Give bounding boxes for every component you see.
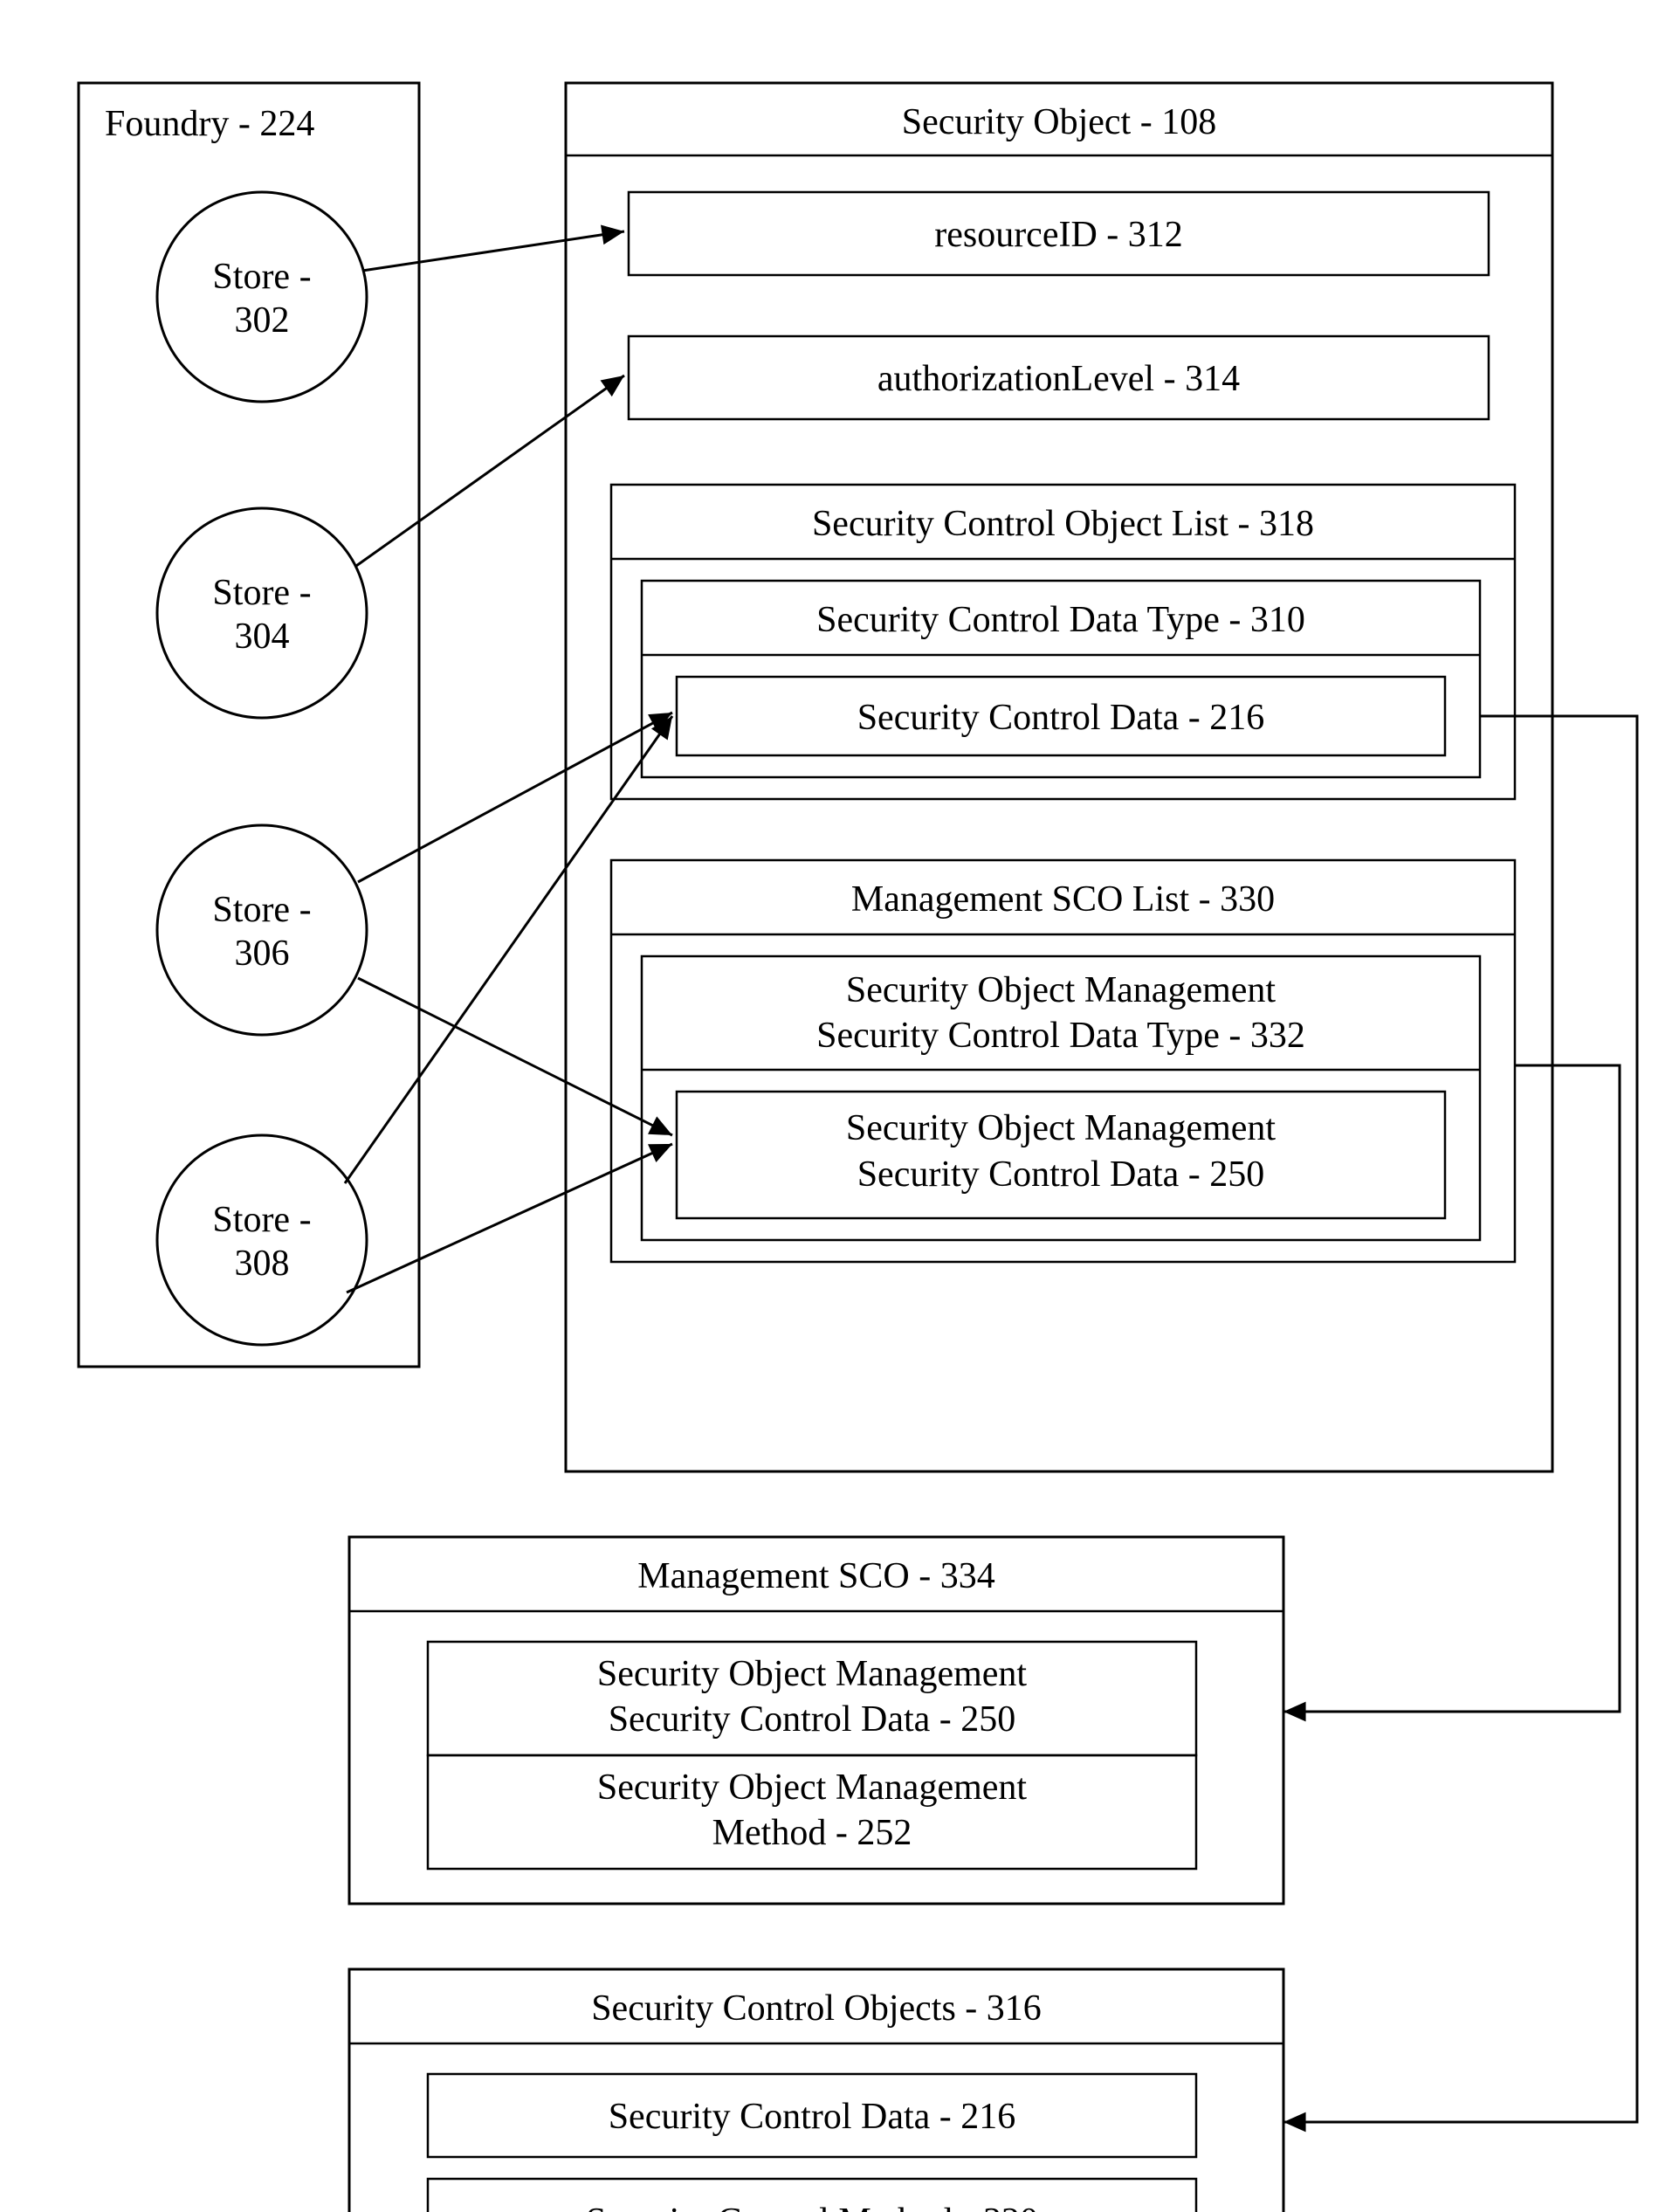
management-sco-cell1-l2: Security Control Data - 250 [609, 1699, 1016, 1740]
store-302-label2: 302 [235, 300, 290, 341]
store-306 [157, 825, 367, 1035]
store-302-label1: Store - [212, 257, 311, 297]
store-308-label1: Store - [212, 1200, 311, 1240]
scol-datatype-title: Security Control Data Type - 310 [816, 600, 1305, 640]
sco-title: Security Control Objects - 316 [591, 1988, 1042, 2029]
store-306-label1: Store - [212, 890, 311, 930]
resource-id-label: resourceID - 312 [934, 215, 1183, 255]
mscol-datatype-title2: Security Control Data Type - 332 [816, 1016, 1305, 1056]
scol-inner-label: Security Control Data - 216 [857, 698, 1265, 738]
store-304-label2: 304 [235, 617, 290, 657]
foundry-title: Foundry - 224 [105, 104, 314, 144]
management-sco-title: Management SCO - 334 [637, 1556, 994, 1596]
management-sco-cell1-l1: Security Object Management [597, 1654, 1027, 1694]
store-308 [157, 1135, 367, 1345]
authorization-level-label: authorizationLevel - 314 [877, 359, 1240, 399]
sco-cell1-label: Security Control Data - 216 [609, 2097, 1016, 2137]
store-306-label2: 306 [235, 934, 290, 974]
mscol-inner-label1: Security Object Management [846, 1108, 1276, 1148]
mscol-title: Management SCO List - 330 [851, 879, 1275, 920]
store-302 [157, 192, 367, 402]
management-sco-cell2-l1: Security Object Management [597, 1768, 1027, 1808]
management-sco-cell2-l2: Method - 252 [712, 1813, 912, 1853]
sco-cell2-label: Security Control Method - 320 [586, 2202, 1038, 2212]
mscol-inner-label2: Security Control Data - 250 [857, 1154, 1265, 1195]
store-308-label2: 308 [235, 1244, 290, 1284]
diagram-root: Foundry - 224Store -302Store -304Store -… [0, 0, 1679, 2212]
security-object-title: Security Object - 108 [902, 102, 1216, 142]
store-304 [157, 508, 367, 718]
scol-title: Security Control Object List - 318 [812, 504, 1314, 544]
mscol-datatype-title1: Security Object Management [846, 970, 1276, 1010]
store-304-label1: Store - [212, 573, 311, 613]
